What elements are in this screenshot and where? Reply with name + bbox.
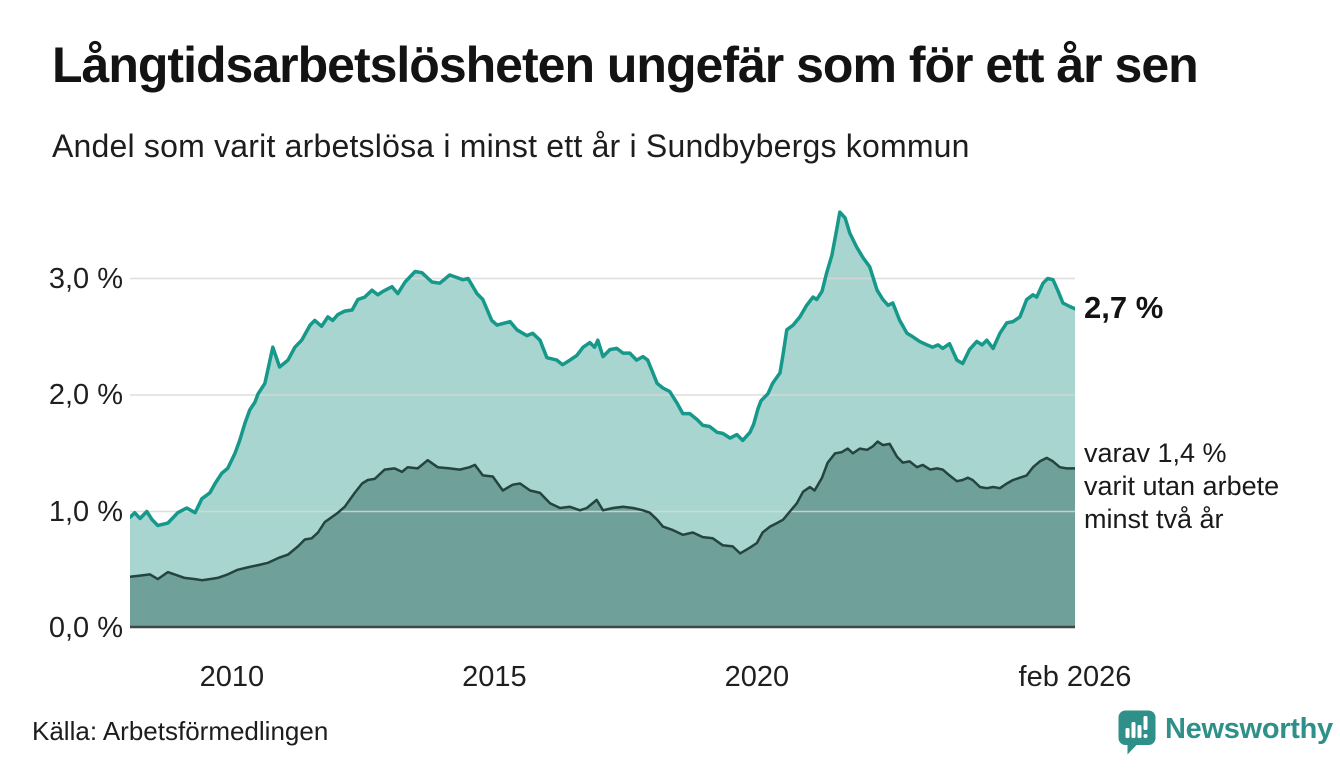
total-line xyxy=(130,210,1075,528)
page-subtitle: Andel som varit arbetslösa i minst ett å… xyxy=(52,128,970,164)
two-year-annotation-line-1: varav 1,4 % xyxy=(1084,438,1227,468)
two-year-annotation-line-3: minst två år xyxy=(1084,504,1224,534)
page-title: Långtidsarbetslösheten ungefär som för e… xyxy=(52,37,1199,93)
latest-total-value-label: 2,7 % xyxy=(1084,290,1164,325)
brand-logo: Newsworthy xyxy=(1117,709,1333,761)
y-tick-label: 2,0 % xyxy=(48,379,123,411)
y-tick-label: 0,0 % xyxy=(48,612,123,644)
source-caption: Källa: Arbetsförmedlingen xyxy=(32,716,329,746)
area-chart xyxy=(130,210,1075,629)
x-tick-label: 2010 xyxy=(199,661,265,693)
y-tick-label: 3,0 % xyxy=(48,262,123,295)
two-year-annotation: varav 1,4 % varit utan arbete minst två … xyxy=(1084,437,1279,536)
x-tick-label: feb 2026 xyxy=(1018,661,1132,693)
x-tick-label: 2020 xyxy=(724,661,790,693)
newsworthy-bubble-chart-icon xyxy=(1117,709,1157,761)
two-year-line xyxy=(130,440,1075,582)
brand-wordmark: Newsworthy xyxy=(1165,713,1333,745)
x-tick-label: 2015 xyxy=(462,661,527,693)
y-tick-label: 1,0 % xyxy=(48,495,123,528)
two-year-annotation-line-2: varit utan arbete xyxy=(1084,471,1280,501)
two-year-area-fill xyxy=(130,441,1075,628)
